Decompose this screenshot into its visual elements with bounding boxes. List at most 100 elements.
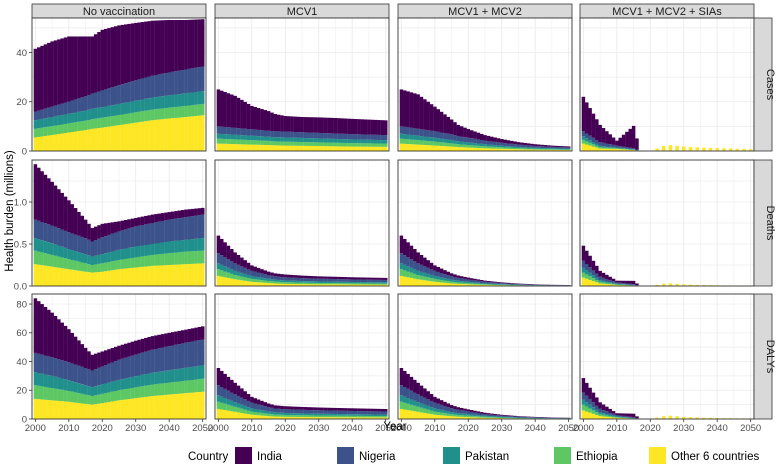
area-segment-nigeria <box>73 99 78 113</box>
x-axis-title: Year <box>383 421 406 433</box>
area-segment-ethiopia <box>33 250 38 265</box>
area-segment-pakistan <box>290 137 294 142</box>
area-segment-nigeria <box>250 402 254 409</box>
area-segment-nigeria <box>154 222 158 244</box>
area-segment-india <box>320 117 324 134</box>
area-segment-nigeria <box>216 385 221 396</box>
area-segment-ethiopia <box>476 416 481 418</box>
area-segment-other-6-countries <box>87 129 91 151</box>
area-segment-india <box>154 335 158 350</box>
area-segment-nigeria <box>581 260 586 268</box>
area-segment-ethiopia <box>459 415 464 417</box>
area-segment-ethiopia <box>419 407 424 413</box>
area-segment-ethiopia <box>456 282 461 284</box>
area-segment-india <box>137 22 141 80</box>
area-segment-india <box>340 408 344 411</box>
area-segment-other-6-countries <box>618 417 622 419</box>
area-segment-india <box>357 408 361 412</box>
area-segment-ethiopia <box>439 412 444 416</box>
area-segment-ethiopia <box>276 414 281 417</box>
area-segment-other-6-countries <box>226 277 231 286</box>
area-segment-other-6-countries <box>370 417 375 419</box>
area-segment-india <box>533 144 538 146</box>
area-segment-other-6-countries <box>655 417 659 419</box>
area-segment-ethiopia <box>144 385 148 397</box>
area-segment-pakistan <box>174 240 178 253</box>
area-segment-ethiopia <box>266 413 271 417</box>
area-segment-nigeria <box>403 387 407 397</box>
area-segment-india <box>90 354 95 371</box>
area-segment-pakistan <box>200 91 205 104</box>
area-segment-other-6-countries <box>668 145 673 151</box>
area-segment-pakistan <box>556 148 561 150</box>
area-segment-other-6-countries <box>97 272 101 286</box>
area-segment-nigeria <box>585 395 589 403</box>
area-segment-nigeria <box>540 146 544 148</box>
legend-swatch <box>649 447 666 464</box>
area-segment-pakistan <box>263 278 268 281</box>
area-segment-india <box>423 257 427 267</box>
area-segment-nigeria <box>611 413 616 416</box>
area-segment-other-6-countries <box>77 403 81 419</box>
area-segment-india <box>174 211 178 219</box>
area-segment-ethiopia <box>67 123 71 133</box>
area-segment-ethiopia <box>330 415 334 418</box>
area-segment-other-6-countries <box>403 409 407 419</box>
area-segment-nigeria <box>337 133 341 140</box>
area-segment-nigeria <box>233 263 237 271</box>
area-segment-ethiopia <box>333 415 338 418</box>
area-segment-pakistan <box>290 280 294 283</box>
area-segment-ethiopia <box>476 145 481 148</box>
area-segment-india <box>307 407 311 411</box>
area-segment-other-6-countries <box>333 284 338 286</box>
area-segment-nigeria <box>347 410 351 415</box>
area-segment-nigeria <box>33 352 38 373</box>
area-segment-ethiopia <box>293 415 298 417</box>
area-segment-pakistan <box>618 283 622 285</box>
area-segment-pakistan <box>486 415 491 417</box>
area-segment-other-6-countries <box>708 417 713 419</box>
area-segment-india <box>296 275 301 278</box>
area-segment-pakistan <box>276 279 281 282</box>
area-segment-ethiopia <box>77 261 81 271</box>
area-segment-other-6-countries <box>144 266 148 286</box>
area-segment-india <box>270 404 274 408</box>
area-segment-nigeria <box>67 232 71 250</box>
area-segment-other-6-countries <box>140 397 145 419</box>
area-segment-pakistan <box>300 281 304 283</box>
area-segment-pakistan <box>526 147 531 149</box>
area-segment-other-6-countries <box>283 416 288 419</box>
area-segment-other-6-countries <box>456 147 461 151</box>
area-segment-pakistan <box>37 239 41 252</box>
area-segment-nigeria <box>536 417 541 418</box>
area-segment-other-6-countries <box>581 143 586 151</box>
area-segment-ethiopia <box>230 273 234 279</box>
area-segment-other-6-countries <box>280 283 284 286</box>
area-segment-ethiopia <box>350 143 355 147</box>
area-segment-pakistan <box>307 138 311 143</box>
area-segment-other-6-countries <box>350 146 355 151</box>
area-segment-ethiopia <box>73 392 78 403</box>
area-segment-other-6-countries <box>702 285 706 286</box>
area-segment-india <box>500 282 504 284</box>
area-segment-india <box>53 315 58 359</box>
area-segment-other-6-countries <box>419 412 424 419</box>
area-segment-pakistan <box>50 243 54 255</box>
area-segment-other-6-countries <box>403 276 407 286</box>
x-tick-label: 2020 <box>640 423 661 434</box>
area-segment-pakistan <box>513 146 517 148</box>
area-segment-india <box>190 19 195 69</box>
area-segment-nigeria <box>134 226 138 247</box>
area-segment-pakistan <box>327 281 331 284</box>
area-segment-pakistan <box>490 283 494 285</box>
area-segment-other-6-countries <box>70 132 74 151</box>
area-segment-nigeria <box>360 279 365 283</box>
area-segment-ethiopia <box>419 140 424 145</box>
area-segment-pakistan <box>473 143 477 146</box>
area-segment-ethiopia <box>466 283 471 285</box>
area-segment-india <box>413 379 417 393</box>
area-segment-other-6-countries <box>443 415 447 419</box>
area-segment-other-6-countries <box>668 415 673 419</box>
area-segment-pakistan <box>313 138 318 143</box>
area-segment-pakistan <box>357 139 361 144</box>
